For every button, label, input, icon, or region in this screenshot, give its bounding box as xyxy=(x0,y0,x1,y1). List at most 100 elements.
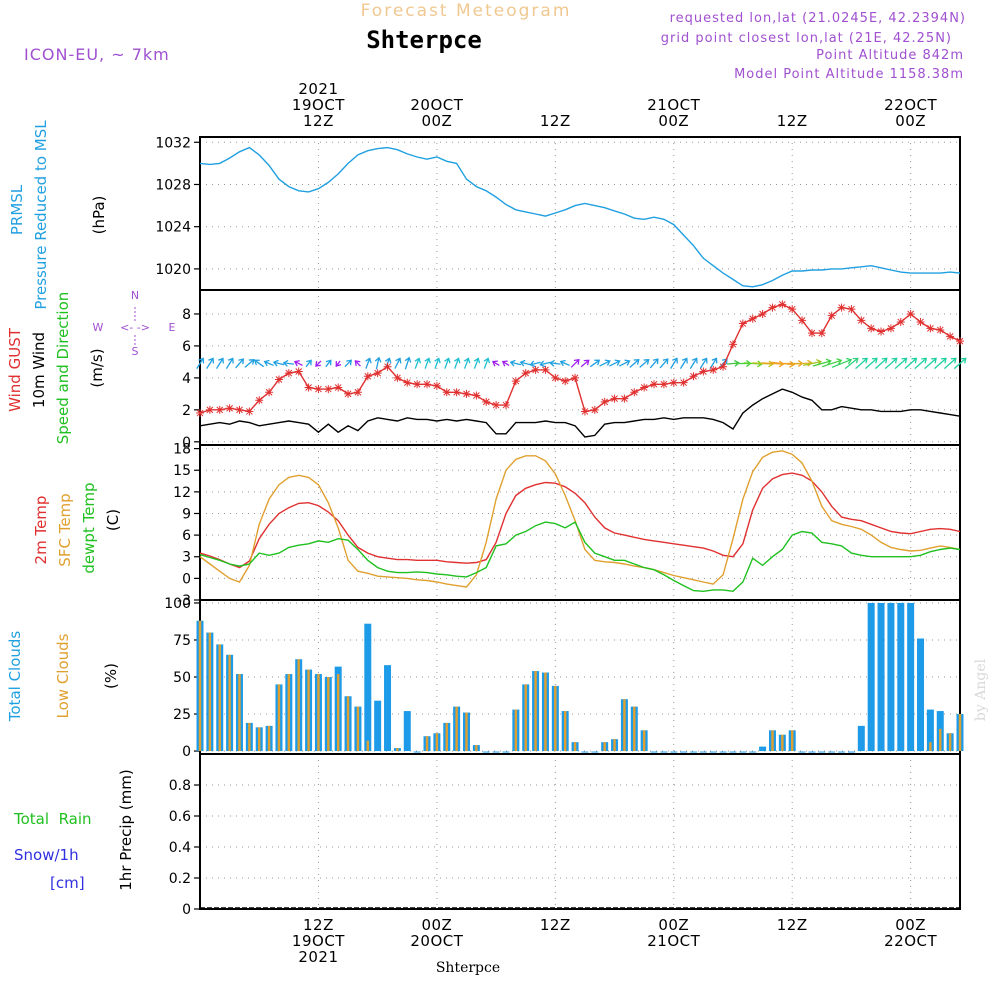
location-title: Shterpce xyxy=(366,26,482,54)
time-label-top: 00Z xyxy=(895,112,926,130)
wind-vector-head xyxy=(509,359,516,367)
compass-arrows: <- -> xyxy=(120,321,150,334)
wind-vector xyxy=(550,362,561,365)
axis-label: Low Clouds xyxy=(54,633,72,718)
gust-marker xyxy=(571,373,580,382)
wind-vector-head xyxy=(444,357,451,364)
cloud-bar-low xyxy=(317,674,320,752)
cloud-bar-low xyxy=(563,711,567,752)
wind-vector-head xyxy=(463,357,471,364)
cloud-bar-low xyxy=(781,734,784,752)
wind-vector xyxy=(344,359,352,368)
wind-vector-head xyxy=(414,357,422,364)
time-label-top: 22OCT xyxy=(884,96,937,114)
compass-letter: N xyxy=(131,289,139,302)
panel-labels: N S W E <- -> PRMSL Pressure Reduced to MSL (hP… xyxy=(6,120,176,892)
wind-vector-head xyxy=(871,357,878,364)
axis-label: Speed and Direction xyxy=(54,292,72,445)
wind-vector xyxy=(520,361,531,366)
cloud-bar-low xyxy=(573,742,577,752)
axis-label: 1hr Precip (mm) xyxy=(117,769,135,890)
time-label-bottom: 22OCT xyxy=(884,932,937,950)
gust-marker xyxy=(906,309,915,318)
gust-marker xyxy=(215,405,224,414)
cloud-bar-total xyxy=(887,602,895,752)
wind-vector-head xyxy=(549,359,555,367)
wind-vector-head xyxy=(374,356,382,363)
gust-marker xyxy=(807,329,816,338)
wind-vector xyxy=(394,358,401,369)
y-tick-label: 0.4 xyxy=(169,840,191,856)
wind-vector xyxy=(904,357,917,370)
y-tick-label: 8 xyxy=(182,307,191,323)
wind-vector-head xyxy=(921,357,928,364)
wind-vector-head xyxy=(643,358,650,365)
wind-vector-head xyxy=(861,357,868,364)
wind-vector-head xyxy=(424,357,431,364)
requested-coords: requested lon,lat (21.0245E, 42.2394N) xyxy=(670,11,966,26)
gust-marker xyxy=(353,388,362,397)
wind-vector xyxy=(254,359,265,368)
wind-vector-head xyxy=(614,359,621,366)
gust-marker xyxy=(679,378,688,387)
gust-marker xyxy=(472,391,481,400)
cloud-bar-low xyxy=(445,722,448,752)
cloud-bar-low xyxy=(514,709,518,752)
wind-vector-head xyxy=(757,360,763,368)
wind-vector-head xyxy=(315,361,321,367)
wind-vector xyxy=(473,358,479,369)
time-label-bottom: 00Z xyxy=(658,916,689,934)
gust-marker xyxy=(363,372,372,381)
wind-vector xyxy=(463,358,470,369)
time-label-top: 20OCT xyxy=(410,96,463,114)
gust-marker xyxy=(669,378,678,387)
y-tick-label: 9 xyxy=(182,506,191,522)
top-title: Forecast Meteogram xyxy=(361,1,572,21)
gust-marker xyxy=(294,367,303,376)
y-tick-label: 12 xyxy=(173,485,191,501)
gust-marker xyxy=(314,385,323,394)
gust-marker xyxy=(304,383,313,392)
wind-vector-head xyxy=(881,357,888,364)
cloud-bar-total xyxy=(403,711,411,752)
wind-vector-head xyxy=(272,359,279,367)
y-tick-label: 100 xyxy=(164,596,191,612)
wind-vector xyxy=(639,359,650,368)
footer-location: Shterpce xyxy=(436,960,500,976)
compass-letter: S xyxy=(132,345,139,358)
axis-label: dewpt Temp xyxy=(80,482,98,573)
gust-marker xyxy=(798,316,807,325)
wind-vector-head xyxy=(253,359,260,366)
time-label-top: 12Z xyxy=(303,112,334,130)
gust-marker xyxy=(245,407,254,416)
cloud-bar-low xyxy=(248,722,251,752)
gust-marker xyxy=(916,317,925,326)
gust-marker xyxy=(541,365,550,374)
y-tick-label: 6 xyxy=(182,339,191,355)
gust-marker xyxy=(403,378,412,387)
gust-marker xyxy=(956,337,964,346)
compass-icon: N S W E <- -> xyxy=(93,289,176,358)
gust-marker xyxy=(492,401,501,410)
cloud-bar-total xyxy=(867,602,875,752)
wind-vector-head xyxy=(594,359,601,366)
cloud-bar-total xyxy=(857,725,865,752)
wind-vector xyxy=(530,361,541,366)
wind-vector xyxy=(884,357,898,370)
wind-vector xyxy=(619,360,630,367)
cloud-bar-low xyxy=(208,632,212,752)
gust-marker xyxy=(501,401,510,410)
gust-marker xyxy=(580,407,589,416)
y-tick-label: 6 xyxy=(182,528,191,544)
wind-vector xyxy=(792,362,812,365)
wind-vector-head xyxy=(263,359,270,367)
temp-line-dewpt xyxy=(199,521,961,593)
wind-vector xyxy=(510,361,522,366)
time-label-bottom: 12Z xyxy=(540,916,571,934)
gust-marker xyxy=(344,389,353,398)
gust-marker xyxy=(650,380,659,389)
cloud-bar-total xyxy=(926,709,934,752)
time-label-top: 00Z xyxy=(421,112,452,130)
wind-vector-head xyxy=(473,357,481,364)
cloud-bar-low xyxy=(771,730,774,752)
